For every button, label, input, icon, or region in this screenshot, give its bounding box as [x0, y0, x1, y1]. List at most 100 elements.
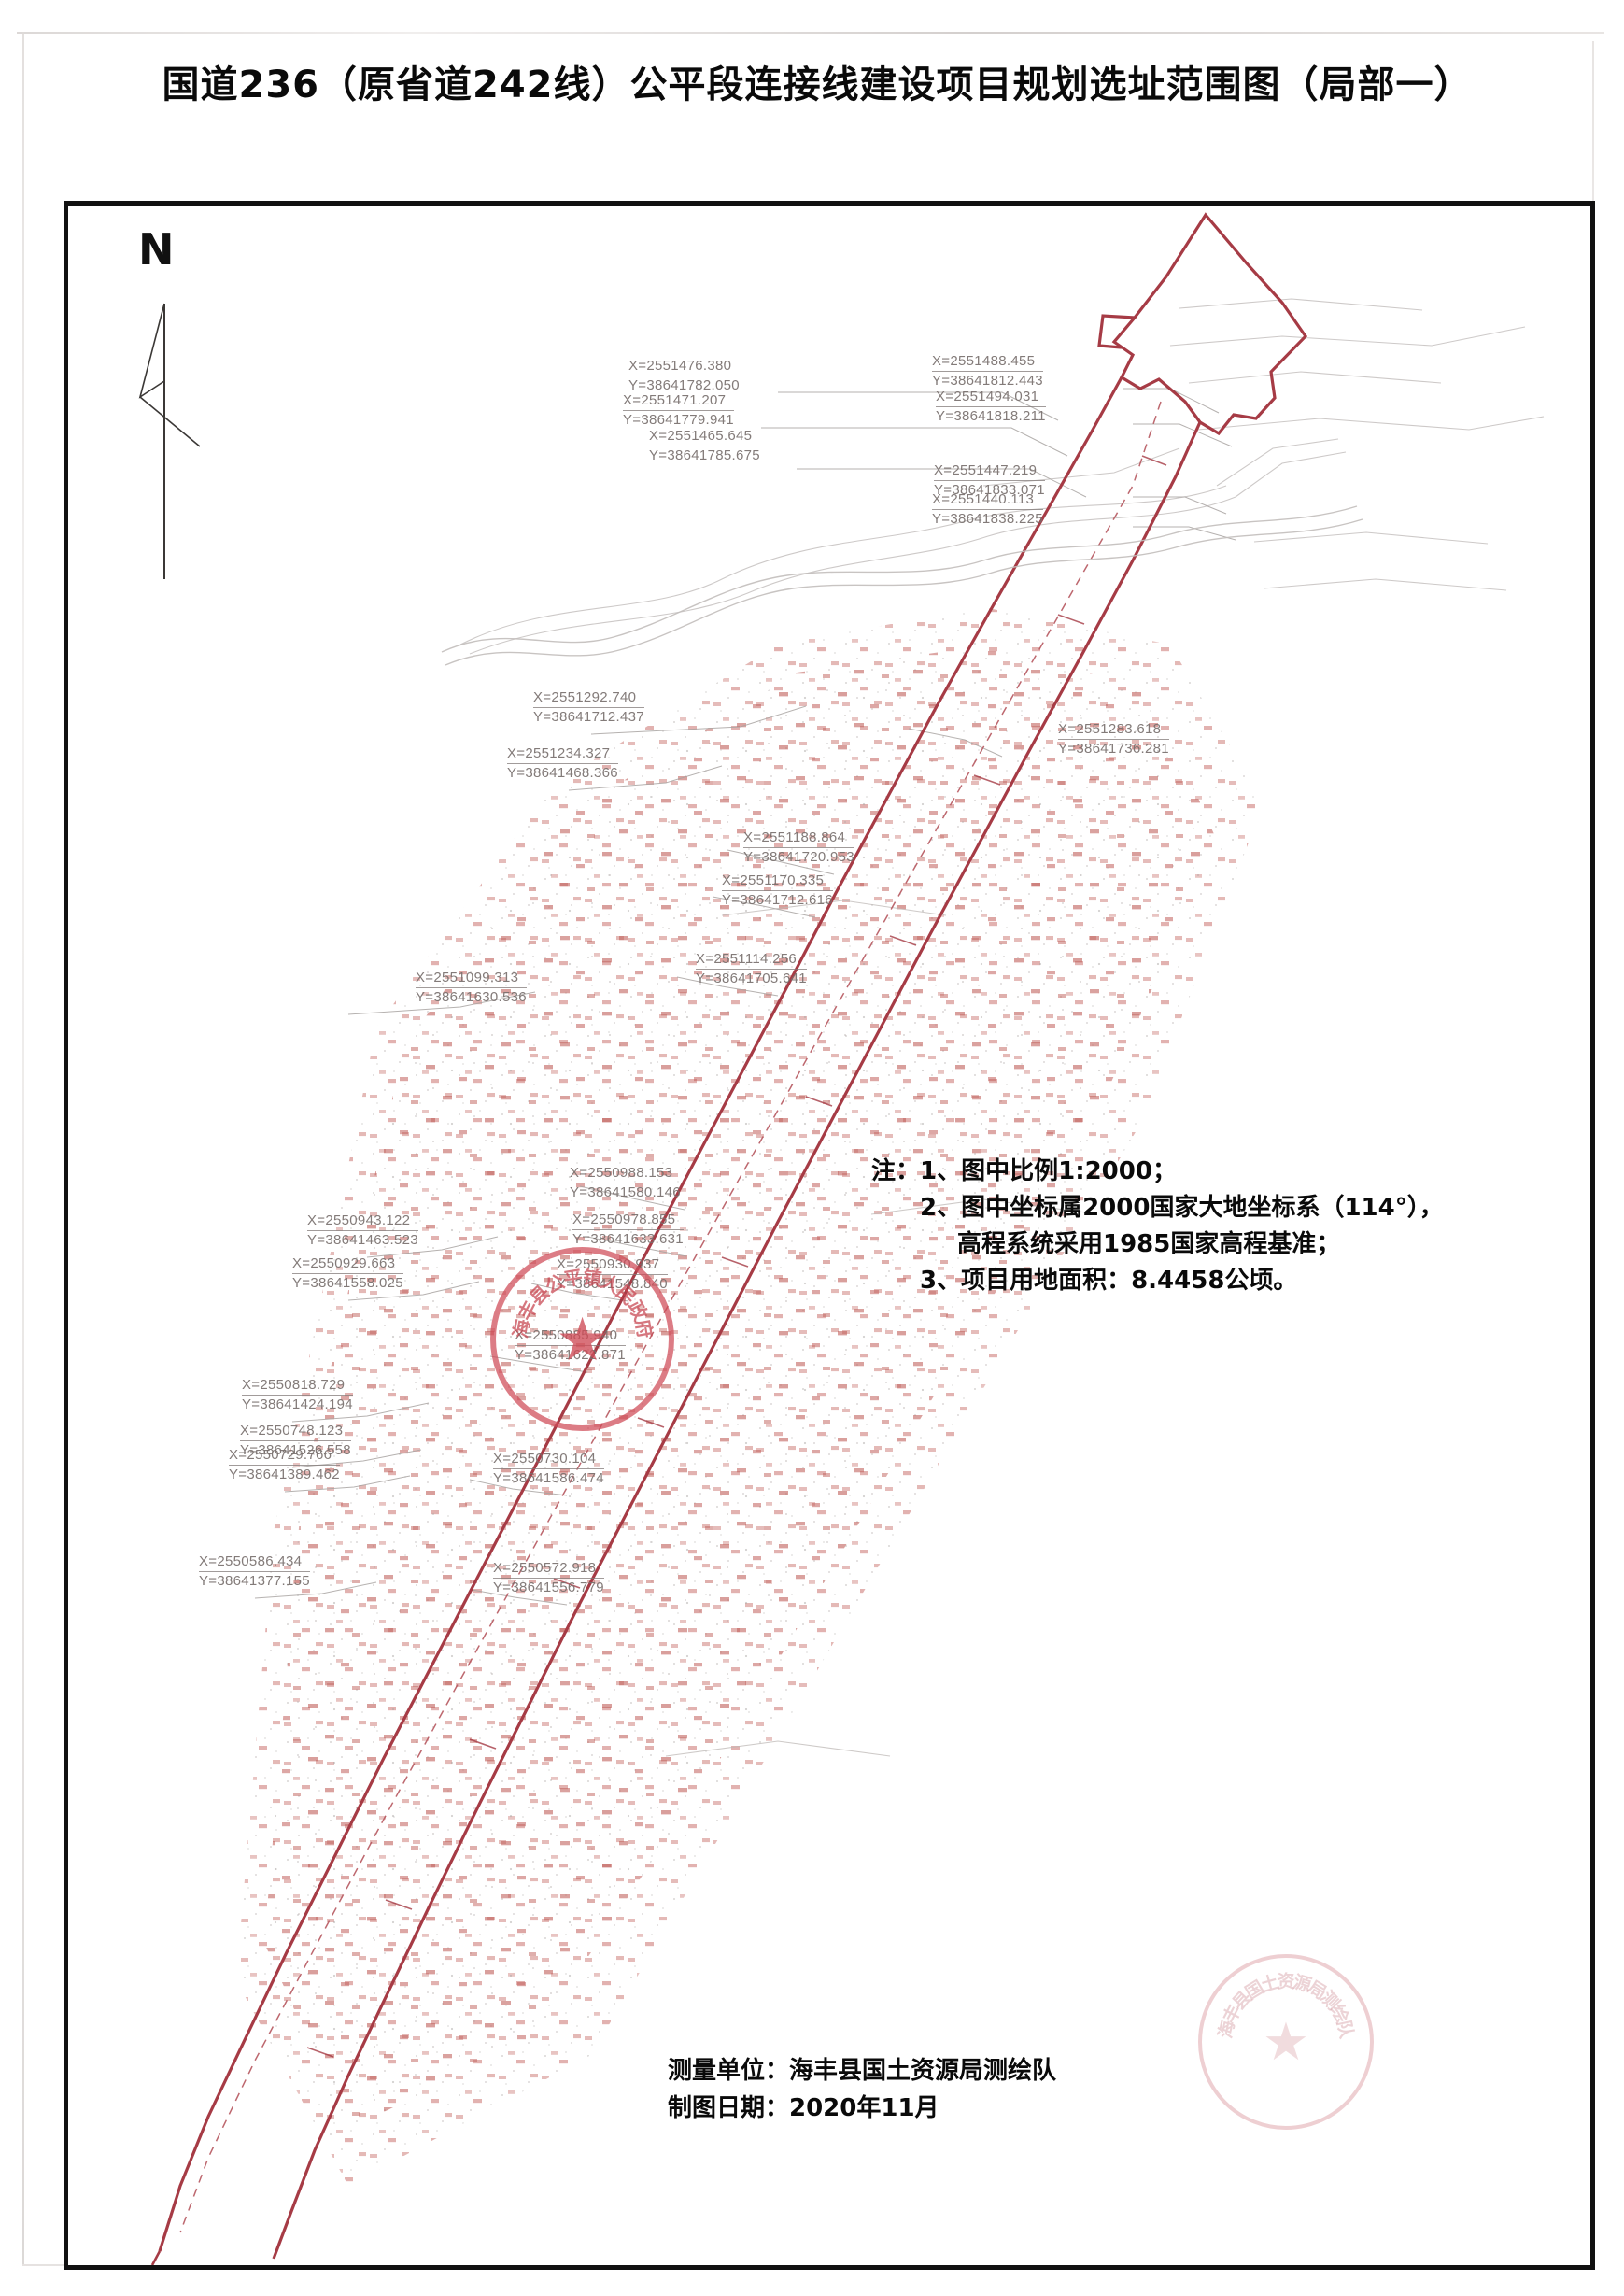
coordinate-y: Y=38641736.281 — [1058, 741, 1169, 757]
coordinate-callout: X=2550572.918 Y=38641556.779 — [493, 1560, 604, 1596]
coordinate-x: X=2550730.104 — [493, 1451, 604, 1469]
coordinate-callout: X=2551099.313 Y=38641630.536 — [416, 970, 527, 1006]
coordinate-callout: X=2550929.663 Y=38641558.025 — [292, 1255, 403, 1292]
attribution-block: 测量单位：海丰县国土资源局测绘队 制图日期：2020年11月 — [668, 2052, 1321, 2127]
coordinate-y: Y=38641463.523 — [307, 1232, 418, 1248]
coordinate-y: Y=38641779.941 — [623, 412, 734, 428]
coordinate-y: Y=38641389.462 — [229, 1467, 340, 1482]
coordinate-x: X=2551283.618 — [1058, 721, 1169, 740]
coordinate-y: Y=38641424.194 — [242, 1396, 353, 1412]
coordinate-x: X=2550929.663 — [292, 1255, 403, 1274]
coordinate-x: X=2551440.113 — [932, 491, 1043, 510]
coordinate-callout: X=2550988.153 Y=38641580.146 — [570, 1165, 681, 1201]
coordinate-y: Y=38641630.536 — [416, 989, 527, 1005]
notes-block: 注：1、图中比例1:2000； 2、图中坐标属2000国家大地坐标系（114°）… — [871, 1154, 1553, 1299]
coordinate-callout: X=2551476.380 Y=38641782.050 — [628, 358, 740, 394]
coordinate-x: X=2551099.313 — [416, 970, 527, 988]
coordinate-callout: X=2550730.104 Y=38641586.474 — [493, 1451, 604, 1487]
coordinate-x: X=2551471.207 — [623, 392, 734, 411]
coordinate-y: Y=38641526.558 — [240, 1442, 351, 1458]
map-frame: N X=2551476.380 Y=38641782.050 X=2551471.2… — [64, 201, 1595, 2270]
coordinate-x: X=2550729.766 — [229, 1447, 340, 1466]
coordinate-x: X=2550748.123 — [240, 1423, 351, 1441]
coordinate-callout: X=2550586.434 Y=38641377.155 — [199, 1553, 310, 1590]
coordinate-callout: X=2551494.031 Y=38641818.211 — [936, 389, 1046, 425]
coordinate-y: Y=38641556.779 — [493, 1580, 604, 1595]
page-title: 国道236（原省道242线）公平段连接线建设项目规划选址范围图（局部一） — [162, 64, 1473, 106]
seal-char: 府 — [630, 1317, 657, 1339]
coordinate-x: X=2551292.740 — [533, 689, 644, 708]
coordinate-callout: X=2551447.219 Y=38641833.071 — [934, 462, 1045, 499]
note-line-2: 2、图中坐标属2000国家大地坐标系（114°）， — [920, 1194, 1444, 1222]
seal-char: 资 — [1277, 1971, 1295, 1992]
coordinate-y: Y=38641705.641 — [696, 971, 807, 986]
coordinate-y: Y=38641833.071 — [934, 482, 1045, 498]
coordinate-callout: X=2551283.618 Y=38641736.281 — [1058, 721, 1169, 758]
coordinate-callout: X=2551114.256 Y=38641705.641 — [696, 951, 807, 987]
watercourse — [441, 505, 1363, 666]
coordinate-x: X=2550943.122 — [307, 1212, 418, 1231]
official-seal-survey-team: 海丰县国土资源局测绘队 ★ — [1198, 1954, 1374, 2130]
north-arrow: N — [120, 224, 222, 598]
coordinate-x: X=2551476.380 — [628, 358, 740, 376]
secondary-road — [150, 2250, 162, 2265]
coordinate-x: X=2550586.434 — [199, 1553, 310, 1572]
seal-survey-ring-text: 海丰县国土资源局测绘队 — [1202, 1958, 1370, 2126]
survey-unit-line: 测量单位：海丰县国土资源局测绘队 — [668, 2057, 1057, 2085]
coordinate-y: Y=38641818.211 — [936, 408, 1046, 424]
coordinate-callout: X=2551170.335 Y=38641712.616 — [722, 872, 833, 909]
note-line-3: 3、项目用地面积：8.4458公顷。 — [920, 1267, 1298, 1295]
north-arrow-label: N — [138, 224, 175, 275]
coordinate-x: X=2551447.219 — [934, 462, 1045, 481]
coordinate-y: Y=38641782.050 — [628, 377, 740, 393]
scan-edge-left — [22, 32, 24, 2264]
coordinate-x: X=2550572.918 — [493, 1560, 604, 1579]
coordinate-callout: X=2551188.864 Y=38641720.953 — [743, 829, 854, 866]
coordinate-y: Y=38641558.025 — [292, 1275, 403, 1291]
drawing-date-line: 制图日期：2020年11月 — [668, 2094, 939, 2122]
coordinate-y: Y=38641633.631 — [572, 1231, 684, 1247]
coordinate-y: Y=38641812.443 — [932, 373, 1043, 389]
coordinate-y: Y=38641712.437 — [533, 709, 644, 725]
coordinate-x: X=2551188.864 — [743, 829, 854, 848]
coordinate-y: Y=38641720.953 — [743, 849, 854, 865]
coordinate-x: X=2551465.645 — [649, 428, 760, 446]
corridor-station-ticks — [306, 455, 1167, 2058]
coordinate-y: Y=38641712.616 — [722, 892, 833, 908]
coordinate-y: Y=38641377.155 — [199, 1573, 310, 1589]
coordinate-callout: X=2550943.122 Y=38641463.523 — [307, 1212, 418, 1249]
note-item-1: 1、图中比例1:2000； — [920, 1157, 1177, 1185]
coordinate-x: X=2550978.855 — [572, 1212, 684, 1230]
coordinate-y: Y=38641468.366 — [507, 765, 618, 781]
coordinate-callout: X=2551234.327 Y=38641468.366 — [507, 745, 618, 782]
coordinate-x: X=2551488.455 — [932, 353, 1043, 372]
seal-star-icon-2: ★ — [1262, 2012, 1310, 2071]
coordinate-callout: X=2551488.455 Y=38641812.443 — [932, 353, 1043, 390]
coordinate-callout: X=2551440.113 Y=38641838.225 — [932, 491, 1043, 528]
seal-char: 队 — [1333, 2019, 1357, 2041]
note-line-2-cont: 高程系统采用1985国家高程基准； — [957, 1230, 1341, 1258]
coordinate-x: X=2551234.327 — [507, 745, 618, 764]
coordinate-x: X=2551494.031 — [936, 389, 1046, 407]
seal-char: 平 — [561, 1265, 584, 1291]
notes-prefix: 注： — [871, 1157, 921, 1185]
coordinate-x: X=2551114.256 — [696, 951, 807, 970]
coordinate-callout: X=2551465.645 Y=38641785.675 — [649, 428, 760, 464]
coordinate-callout: X=2550729.766 Y=38641389.462 — [229, 1447, 340, 1483]
north-arrow-glyph — [138, 303, 201, 579]
seal-star-icon: ★ — [555, 1305, 610, 1373]
coordinate-callout: X=2550818.729 Y=38641424.194 — [242, 1377, 353, 1413]
scan-edge-top — [17, 32, 1604, 34]
coordinate-callout: X=2551471.207 Y=38641779.941 — [623, 392, 734, 429]
coordinate-y: Y=38641838.225 — [932, 511, 1043, 527]
coordinate-y: Y=38641785.675 — [649, 447, 760, 463]
coordinate-x: X=2550988.153 — [570, 1165, 681, 1183]
coordinate-y: Y=38641580.146 — [570, 1184, 681, 1200]
coordinate-x: X=2551170.335 — [722, 872, 833, 891]
coordinate-callout: X=2551292.740 Y=38641712.437 — [533, 689, 644, 726]
official-seal-town-government: 海丰县公平镇人民政府 ★ — [490, 1247, 674, 1431]
map-drawing — [150, 212, 1545, 2265]
coordinate-x: X=2550818.729 — [242, 1377, 353, 1396]
coordinate-callout: X=2550748.123 Y=38641526.558 — [240, 1423, 351, 1459]
